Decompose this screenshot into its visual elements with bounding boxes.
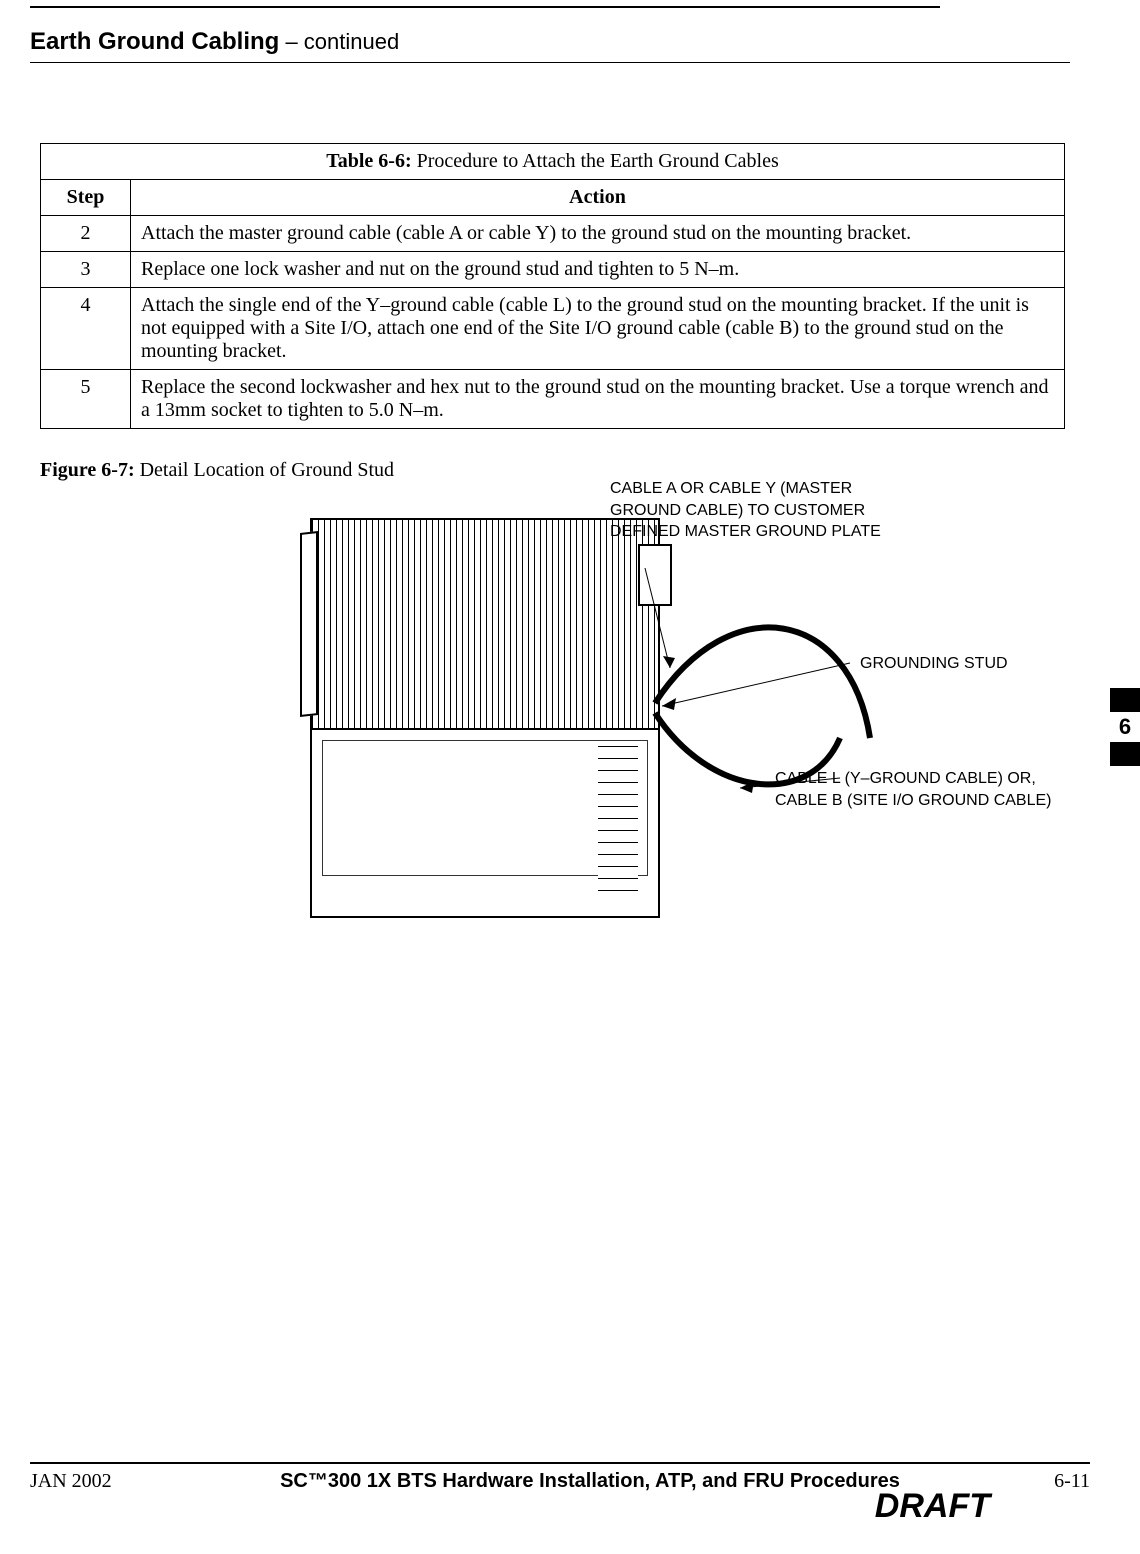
table-row: 2 Attach the master ground cable (cable … — [41, 216, 1065, 252]
device-top-fins — [312, 520, 658, 730]
table-row: 4 Attach the single end of the Y–ground … — [41, 288, 1065, 370]
arrow-cable-a — [663, 656, 675, 668]
side-tab-block-top — [1110, 688, 1140, 712]
table-caption-rest: Procedure to Attach the Earth Ground Cab… — [412, 150, 779, 172]
table-caption: Table 6-6: Procedure to Attach the Earth… — [41, 144, 1065, 180]
footer-page-number: 6-11 — [1010, 1470, 1090, 1493]
device-illustration — [310, 518, 660, 918]
table-caption-row: Table 6-6: Procedure to Attach the Earth… — [41, 144, 1065, 180]
table-header-row: Step Action — [41, 180, 1065, 216]
callout-cable-l-line1: CABLE L (Y–GROUND CABLE) OR, — [775, 770, 1036, 787]
page-title: Earth Ground Cabling – continued — [30, 28, 1090, 56]
action-cell: Replace the second lockwasher and hex nu… — [131, 370, 1065, 429]
top-rule — [30, 6, 940, 8]
page-title-continued: – continued — [279, 29, 399, 54]
figure-area: CABLE A OR CABLE Y (MASTER GROUND CABLE)… — [210, 478, 1110, 978]
page-title-bold: Earth Ground Cabling — [30, 28, 279, 55]
table-row: 5 Replace the second lockwasher and hex … — [41, 370, 1065, 429]
step-cell: 4 — [41, 288, 131, 370]
cable-a-arc — [655, 627, 870, 738]
title-underline — [30, 62, 1070, 63]
table-caption-prefix: Table 6-6: — [326, 150, 411, 172]
arrow-grounding-stud — [662, 698, 676, 710]
table-row: 3 Replace one lock washer and nut on the… — [41, 252, 1065, 288]
side-tab-number: 6 — [1110, 712, 1140, 742]
action-cell: Attach the master ground cable (cable A … — [131, 216, 1065, 252]
footer-rule — [30, 1462, 1090, 1464]
side-tab-block-bottom — [1110, 742, 1140, 766]
callout-cable-l: CABLE L (Y–GROUND CABLE) OR, CABLE B (SI… — [775, 768, 1052, 811]
step-cell: 5 — [41, 370, 131, 429]
page-footer: JAN 2002 SC™300 1X BTS Hardware Installa… — [30, 1462, 1090, 1526]
step-cell: 3 — [41, 252, 131, 288]
col-action-header: Action — [131, 180, 1065, 216]
callout-cable-a: CABLE A OR CABLE Y (MASTER GROUND CABLE)… — [610, 478, 910, 543]
footer-date: JAN 2002 — [30, 1470, 170, 1493]
procedure-table: Table 6-6: Procedure to Attach the Earth… — [40, 143, 1065, 429]
chapter-side-tab: 6 — [1110, 688, 1140, 766]
callout-cable-l-line2: CABLE B (SITE I/O GROUND CABLE) — [775, 792, 1052, 809]
leader-grounding-stud — [662, 663, 850, 706]
arrow-cable-l — [740, 781, 754, 793]
col-step-header: Step — [41, 180, 131, 216]
step-cell: 2 — [41, 216, 131, 252]
action-cell: Attach the single end of the Y–ground ca… — [131, 288, 1065, 370]
action-cell: Replace one lock washer and nut on the g… — [131, 252, 1065, 288]
device-bottom-panel — [312, 730, 658, 916]
figure-caption-prefix: Figure 6-7: — [40, 459, 135, 481]
callout-grounding-stud: GROUNDING STUD — [860, 653, 1008, 675]
